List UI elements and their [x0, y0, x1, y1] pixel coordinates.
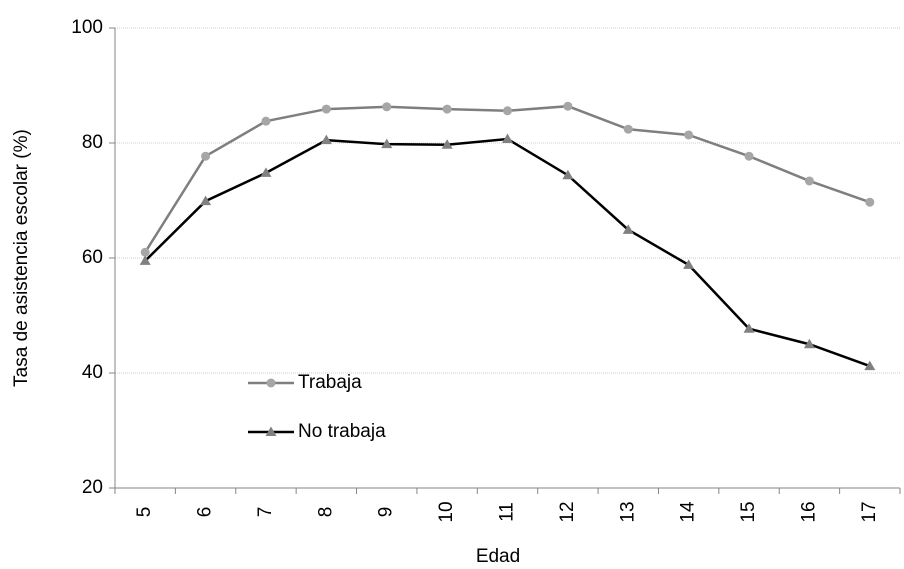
data-point: [139, 255, 151, 265]
y-tick-label: 80: [82, 132, 103, 153]
data-point: [562, 169, 574, 180]
series-line: [144, 137, 871, 368]
x-tick-label: 17: [859, 501, 880, 522]
x-axis-label: Edad: [476, 546, 520, 567]
y-tick-label: 40: [82, 362, 103, 383]
data-point: [200, 195, 212, 206]
legend-marker: [266, 378, 276, 388]
data-point: [201, 151, 211, 161]
x-tick-label: 10: [436, 501, 457, 522]
x-tick-label: 12: [557, 501, 578, 522]
legend-label: Trabaja: [298, 372, 362, 393]
data-point: [563, 101, 573, 111]
data-point: [382, 102, 392, 112]
y-tick-label: 100: [71, 17, 103, 38]
y-tick-label: 60: [82, 247, 103, 268]
data-point: [260, 167, 272, 177]
data-point: [503, 106, 512, 116]
x-tick-label: 16: [798, 501, 819, 522]
data-point: [381, 138, 393, 149]
data-point: [140, 247, 150, 257]
y-tick-label: 20: [82, 477, 103, 498]
legend-label: No trabaja: [298, 421, 386, 442]
data-point: [684, 130, 694, 140]
data-point: [622, 224, 634, 234]
data-point: [804, 176, 814, 186]
x-tick-label: 15: [738, 501, 759, 522]
data-point: [623, 124, 633, 134]
x-tick-label: 13: [617, 501, 638, 522]
data-point: [865, 197, 875, 207]
data-point: [320, 134, 332, 145]
legend-marker: [265, 426, 277, 436]
x-tick-label: 6: [195, 507, 216, 518]
x-tick-label: 9: [376, 507, 397, 518]
x-tick-label: 8: [315, 507, 336, 518]
x-tick-label: 5: [134, 507, 155, 518]
data-point: [683, 259, 695, 269]
data-point: [442, 104, 452, 114]
data-point: [502, 133, 513, 143]
data-point: [744, 151, 754, 161]
x-tick-label: 14: [678, 501, 699, 523]
y-axis-label: Tasa de asistencia escolar (%): [11, 129, 32, 387]
x-tick-label: 11: [497, 502, 518, 522]
x-tick-label: 7: [255, 507, 276, 518]
data-point: [441, 139, 453, 149]
data-point: [803, 338, 815, 349]
data-point: [743, 323, 755, 333]
data-point: [321, 104, 331, 114]
data-point: [261, 116, 271, 126]
data-point: [864, 360, 876, 371]
